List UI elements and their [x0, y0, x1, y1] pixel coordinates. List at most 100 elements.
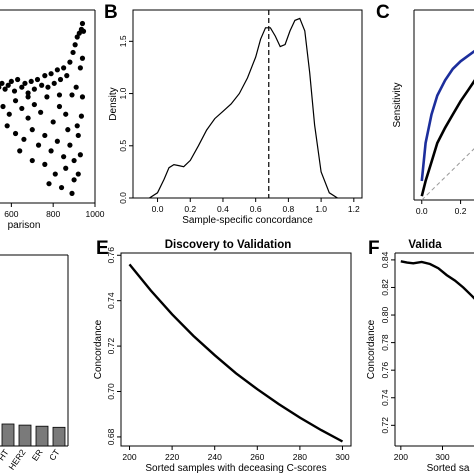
- panel-d-bar: [52, 426, 66, 447]
- panel-a-point: [6, 111, 12, 117]
- panel-a-point: [0, 103, 6, 110]
- panel-a-point: [77, 65, 83, 71]
- panel-a-point: [70, 49, 76, 56]
- panel-b-y-tick-label: 0.0: [118, 192, 128, 204]
- panel-b-x-tick-label: 0.6: [250, 204, 262, 214]
- panel-e-y-tick-label: 0.76: [106, 247, 116, 264]
- panel-a-point: [19, 84, 25, 90]
- panel-letter-c: C: [376, 2, 390, 23]
- panel-d-category-label: CT: [47, 447, 62, 462]
- panel-a-point: [34, 76, 41, 83]
- panel-a-point: [42, 161, 48, 167]
- panel-a-point: [69, 190, 75, 196]
- panel-e-x-tick-label: 300: [335, 452, 349, 462]
- panel-a-x-tick-label: 800: [46, 209, 60, 219]
- panel-f-title: Valida: [408, 239, 442, 251]
- panel-a-point: [79, 94, 86, 100]
- panel-a-point: [72, 42, 78, 48]
- panel-a-point: [28, 78, 34, 85]
- panel-letter-f: F: [368, 238, 380, 259]
- panel-e-x-axis-label: Sorted samples with deceasing C-scores: [145, 463, 326, 474]
- panel-b-x-tick-label: 0.8: [282, 204, 294, 214]
- panel-a-point: [58, 184, 65, 191]
- panel-e-concordance-line: [128, 263, 344, 443]
- panel-c-series-line-2: [420, 79, 474, 197]
- panel-a-point: [12, 98, 19, 104]
- panel-a-point: [65, 127, 71, 133]
- panel-e-y-tick-label: 0.70: [106, 383, 116, 400]
- panel-a-point: [75, 132, 81, 139]
- panel-a-point: [25, 90, 31, 96]
- panel-c-y-axis-label: Sensitivity: [392, 82, 403, 127]
- panel-f-y-axis-label: Concordance: [366, 319, 377, 379]
- panel-a-point: [46, 181, 52, 187]
- panel-a-point: [79, 20, 86, 27]
- panel-b-frame: [132, 9, 363, 199]
- panel-a-point: [42, 132, 48, 139]
- panel-f-x-axis-label: Sorted sa: [427, 463, 470, 474]
- panel-a-point: [29, 127, 35, 133]
- panel-a-point: [22, 80, 28, 86]
- panel-a-point: [75, 171, 81, 177]
- panel-a-point: [63, 111, 69, 117]
- panel-a-point: [31, 101, 37, 108]
- panel-a-point: [71, 177, 77, 183]
- panel-a-point: [54, 67, 60, 73]
- panel-a-point: [71, 157, 77, 164]
- panel-a-point: [8, 78, 14, 85]
- panel-f-y-tick-label: 0.82: [380, 279, 390, 296]
- panel-b-y-tick-label: 1.0: [118, 87, 128, 99]
- panel-e-y-tick-label: 0.68: [106, 428, 116, 445]
- panel-a-point: [12, 130, 19, 137]
- panel-a-point: [4, 123, 10, 129]
- panel-a-point: [25, 115, 31, 121]
- panel-f-x-tick-label: 200: [394, 452, 408, 462]
- panel-a-point: [19, 105, 25, 112]
- panel-a-point: [76, 30, 82, 36]
- panel-e-x-tick-label: 220: [165, 452, 179, 462]
- panel-a-point: [15, 76, 21, 83]
- panel-a-point: [44, 94, 50, 100]
- panel-a-point: [0, 80, 5, 86]
- panel-a-point: [52, 171, 58, 177]
- panel-f-concordance-line: [400, 260, 474, 300]
- panel-a-point: [69, 92, 75, 98]
- panel-a-point: [73, 84, 79, 90]
- panel-a-point: [5, 82, 11, 88]
- panel-e-x-tick-label: 260: [250, 452, 264, 462]
- panel-a-point: [80, 28, 87, 34]
- panel-f-y-tick-label: 0.74: [380, 389, 390, 406]
- panel-a-point: [31, 86, 37, 92]
- panel-c-x-tick-label: 0.2: [455, 206, 467, 216]
- panel-c-x-tick-label: 0.0: [416, 206, 428, 216]
- panel-b-y-tick-label: 1.5: [118, 35, 128, 47]
- panel-a-point: [63, 165, 69, 171]
- panel-a-point: [67, 59, 73, 65]
- panel-b-x-axis-label: Sample-specific concordance: [182, 215, 313, 226]
- panel-b-y-axis-label: Density: [108, 87, 119, 120]
- panel-b-x-tick-label: 0.4: [217, 204, 229, 214]
- panel-a-point: [48, 148, 54, 154]
- panel-e-y-tick-label: 0.72: [106, 338, 116, 355]
- panel-a-x-axis-label: parison: [8, 220, 41, 231]
- panel-e-x-tick-label: 200: [122, 452, 136, 462]
- panel-a-point: [45, 84, 51, 90]
- panel-a-point: [67, 142, 73, 148]
- panel-b-density-line: [149, 17, 338, 199]
- panel-d-category-label: ER: [30, 447, 45, 462]
- panel-e-y-tick-label: 0.74: [106, 292, 116, 309]
- panel-letter-e: E: [96, 238, 109, 259]
- panel-a-point: [17, 148, 23, 154]
- panel-a-point: [21, 136, 27, 142]
- panel-a-point: [2, 86, 8, 92]
- panel-f-y-tick-label: 0.72: [380, 417, 390, 434]
- panel-d-category-label: HER2: [6, 447, 27, 472]
- panel-d-bar: [1, 423, 15, 447]
- panel-b-x-tick-label: 1.2: [348, 204, 360, 214]
- panel-f-y-tick-label: 0.80: [380, 306, 390, 323]
- panel-letter-b: B: [104, 2, 118, 23]
- panel-f-y-tick-label: 0.76: [380, 362, 390, 379]
- panel-a-point: [56, 92, 63, 98]
- panel-e-x-tick-label: 240: [208, 452, 222, 462]
